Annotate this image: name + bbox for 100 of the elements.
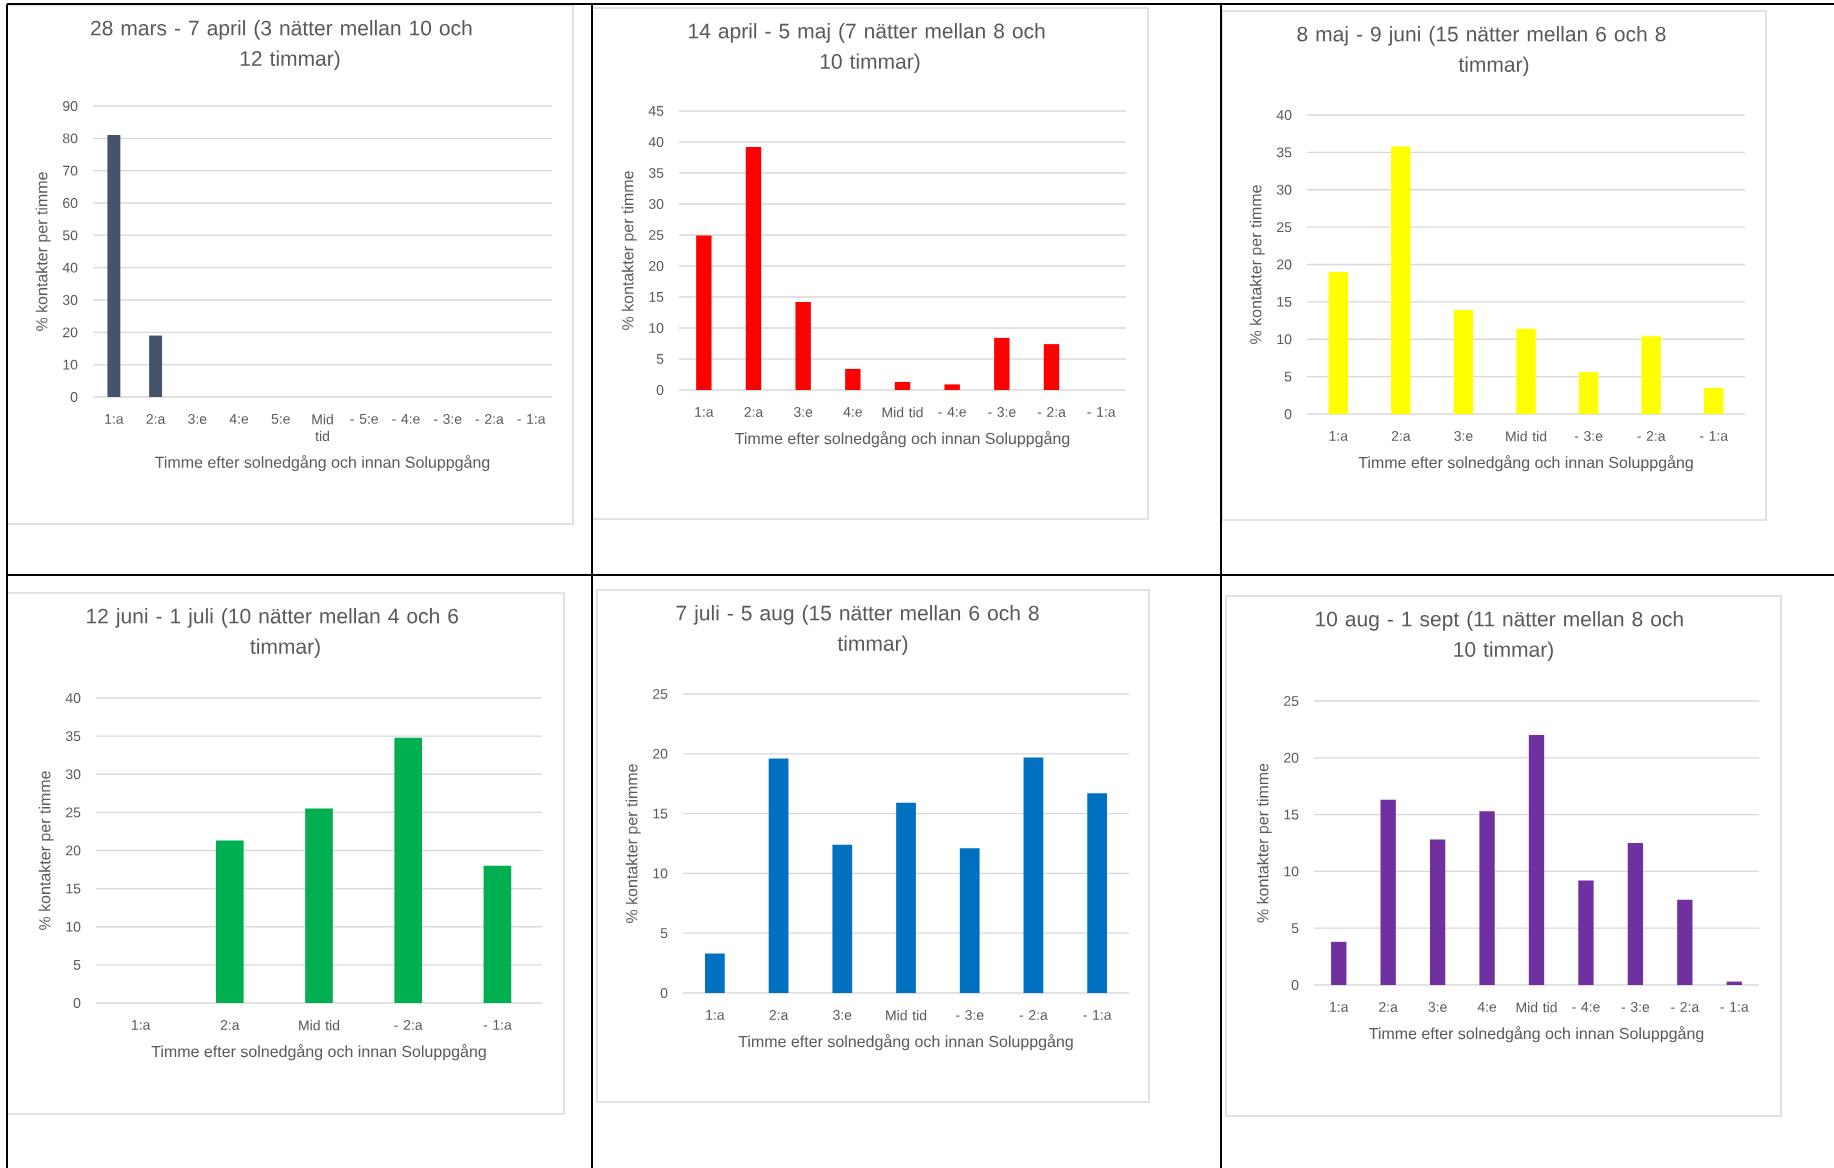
x-tick-label: 2:a [744,407,764,417]
bar [1023,757,1044,993]
bar [1479,811,1495,985]
y-tick-label: 0 [656,385,664,395]
y-tick-label: 30 [1276,184,1292,195]
bar [394,737,423,1003]
bar [696,235,712,390]
y-tick-label: 10 [1284,866,1299,877]
x-tick-label: - 1:a [1083,1010,1112,1020]
y-tick-label: 40 [62,262,78,273]
y-tick-label: 40 [1276,110,1292,120]
bar [1331,941,1347,985]
bar [896,802,916,993]
x-tick-label: - 3:e [1621,1002,1650,1012]
x-tick-label: 2:a [1391,431,1411,441]
x-tick-label: 3:e [833,1010,852,1020]
x-tick-label: - 1:a [1087,407,1116,417]
x-tick-label: 2:a [146,414,166,424]
x-tick-label: - 3:e [1574,431,1603,441]
x-axis-title: Timme efter solnedgång och innan Soluppgång [738,1034,1073,1051]
x-tick-label: - 2:a [1037,407,1066,417]
x-tick-label: 4:e [1477,1002,1497,1012]
bar [1677,899,1693,985]
y-tick-label: 20 [649,261,664,271]
y-tick-label: 15 [1284,809,1299,820]
x-tick-label: - 2:a [1019,1010,1048,1020]
y-tick-label: 25 [649,230,664,240]
x-tick-label: Mid tid [886,1010,927,1021]
y-tick-label: 5 [660,928,668,939]
bar [1391,146,1411,414]
x-tick-label: Mid tid [312,414,333,442]
x-tick-label: 3:e [793,407,813,417]
y-tick-label: 20 [653,748,668,759]
x-tick-label: 5:e [271,414,290,424]
bar [1627,843,1644,985]
y-tick-label: 45 [648,106,664,116]
x-tick-label: 1:a [706,1010,725,1020]
y-tick-label: 60 [63,198,78,208]
chart-title: 8 maj - 9 juni (15 nätter mellan 6 och 8 timmar) [1297,26,1666,77]
y-tick-label: 35 [1276,147,1292,158]
bar [483,865,512,1003]
chart-title: 14 april - 5 maj (7 nätter mellan 8 och 10 timmar) [689,23,1045,74]
x-tick-label: 3:e [188,414,207,424]
y-tick-label: 5 [1284,371,1292,382]
y-tick-label: 20 [63,327,78,338]
x-tick-label: - 1:a [1720,1002,1749,1012]
x-tick-label: 3:e [1454,431,1473,441]
y-axis-title: % kontakter per timme [621,171,637,330]
x-tick-label: - 1:a [483,1020,512,1030]
y-tick-label: 10 [653,868,668,879]
x-tick-label: - 2:a [475,414,504,424]
x-tick-label: - 2:a [394,1020,423,1030]
y-tick-label: 20 [1284,752,1299,763]
x-axis-title: Timme efter solnedgång och innan Soluppgång [1369,1026,1704,1043]
y-tick-label: 10 [1277,334,1292,345]
bar [1704,387,1724,414]
y-tick-label: 15 [649,292,664,302]
y-tick-label: 10 [63,359,78,370]
y-tick-label: 15 [66,883,81,894]
y-tick-label: 0 [660,988,668,998]
x-axis-title: Timme efter solnedgång och innan Soluppgång [151,1044,486,1061]
y-tick-label: 20 [1277,259,1292,270]
x-tick-label: 3:e [1428,1002,1447,1012]
y-tick-label: 25 [653,689,668,699]
y-tick-label: 0 [1284,409,1292,419]
bar [1380,799,1396,985]
y-tick-label: 35 [65,731,81,742]
y-tick-label: 90 [63,101,78,111]
bar [1087,793,1108,993]
x-tick-label: Mid tid [1506,431,1547,442]
y-tick-label: 70 [63,165,78,176]
x-tick-label: - 5:e [350,414,378,424]
chart-title: 7 juli - 5 aug (15 nätter mellan 6 och 8 timmar) [676,605,1039,656]
x-tick-label: 2:a [769,1010,789,1020]
bar [795,301,811,390]
y-tick-label: 25 [66,807,81,818]
x-tick-label: - 3:e [433,414,462,424]
x-tick-label: 2:a [1379,1002,1398,1012]
x-tick-label: 4:e [229,414,249,424]
x-tick-label: - 4:e [1572,1002,1600,1012]
y-tick-label: 30 [62,295,78,305]
bar [845,368,861,390]
x-tick-label: 1:a [1329,431,1349,441]
y-axis-title: % kontakter per timme [38,771,54,930]
x-tick-label: 4:e [843,407,862,417]
y-tick-label: 5 [1291,923,1299,934]
y-tick-label: 20 [66,845,81,856]
x-tick-label: 2:a [220,1020,240,1030]
y-tick-label: 0 [70,392,78,402]
y-tick-label: 30 [65,769,81,780]
x-tick-label: 1:a [695,407,714,417]
y-tick-label: 40 [65,693,81,703]
chart-title: 28 mars - 7 april (3 nätter mellan 10 och 12 timmar) [91,20,472,71]
x-tick-label: - 2:a [1671,1002,1700,1012]
x-tick-label: Mid tid [1516,1002,1557,1013]
y-axis-title: % kontakter per timme [625,764,641,923]
x-tick-label: - 3:e [955,1010,984,1020]
bar [768,758,789,993]
bar [1328,271,1349,414]
bar [1043,344,1060,390]
